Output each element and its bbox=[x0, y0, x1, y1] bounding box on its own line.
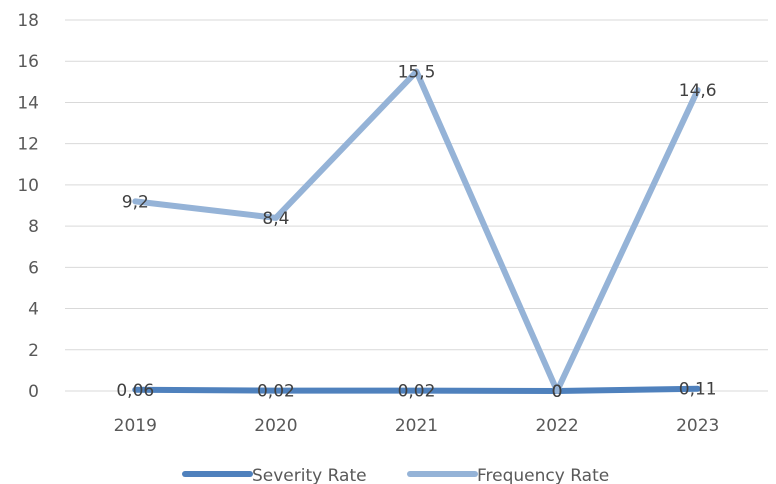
data-label: 0,02 bbox=[398, 382, 436, 402]
y-tick-label: 4 bbox=[28, 300, 39, 320]
x-tick-label: 2023 bbox=[676, 416, 719, 436]
y-tick-label: 6 bbox=[28, 258, 39, 278]
data-label: 8,4 bbox=[262, 209, 289, 229]
legend: Severity Rate Frequency Rate bbox=[182, 466, 609, 484]
x-axis-ticks: 2019 2020 2021 2022 2023 bbox=[114, 416, 720, 436]
data-label: 14,6 bbox=[679, 81, 717, 101]
x-tick-label: 2019 bbox=[114, 416, 157, 436]
gridlines bbox=[65, 19, 768, 392]
y-tick-label: 0 bbox=[28, 382, 39, 402]
data-label: 0 bbox=[552, 382, 563, 402]
data-label: 9,2 bbox=[122, 192, 149, 212]
y-tick-label: 10 bbox=[17, 176, 39, 196]
legend-label: Frequency Rate bbox=[477, 466, 609, 484]
data-label: 0,06 bbox=[116, 381, 154, 401]
legend-label: Severity Rate bbox=[252, 466, 367, 484]
y-tick-label: 8 bbox=[28, 217, 39, 237]
x-tick-label: 2020 bbox=[254, 416, 297, 436]
y-tick-label: 14 bbox=[17, 93, 39, 113]
series-line-frequency-rate bbox=[132, 68, 701, 394]
y-axis-ticks: 0 2 4 6 8 10 12 14 16 18 bbox=[17, 11, 39, 402]
series-lines bbox=[132, 68, 701, 394]
y-tick-label: 16 bbox=[17, 52, 39, 72]
series-line-severity-rate bbox=[132, 385, 701, 394]
y-tick-label: 2 bbox=[28, 341, 39, 361]
data-label: 0 bbox=[552, 382, 563, 402]
y-tick-label: 12 bbox=[17, 135, 39, 155]
data-label: 15,5 bbox=[398, 63, 436, 83]
x-tick-label: 2022 bbox=[535, 416, 578, 436]
data-label: 0,11 bbox=[679, 380, 717, 400]
data-label: 0,02 bbox=[257, 382, 295, 402]
x-tick-label: 2021 bbox=[395, 416, 438, 436]
y-tick-label: 18 bbox=[17, 11, 39, 31]
